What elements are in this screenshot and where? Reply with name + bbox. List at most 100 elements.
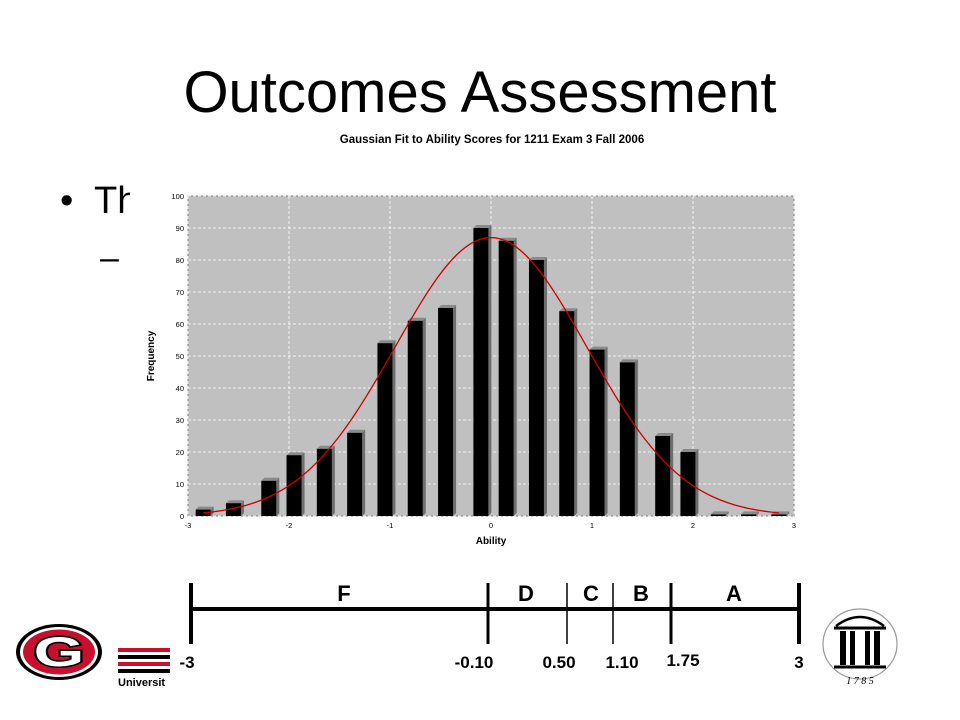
x-tick-label: -2 [286, 521, 293, 530]
bar-top [286, 452, 305, 456]
bar-side [695, 449, 699, 516]
bar-top [407, 317, 426, 321]
slide-title: Outcomes Assessment [183, 60, 777, 125]
grade-cutoff-label: 1.10 [605, 653, 638, 672]
university-g-logo: G [16, 624, 102, 680]
logo-letter: G [34, 628, 85, 676]
x-tick-label: 0 [489, 521, 493, 530]
bar [589, 349, 605, 516]
bar-side [543, 257, 547, 516]
bar [225, 503, 241, 516]
bar-top [680, 449, 699, 452]
bullet-dot: • [60, 180, 74, 222]
bar-side [786, 511, 790, 516]
bar-side [301, 452, 305, 516]
grade-cutoff-label: 1.75 [666, 651, 699, 670]
bar [286, 455, 302, 516]
x-tick-label: 3 [792, 521, 796, 530]
bar [528, 260, 544, 516]
x-tick-label: -1 [387, 521, 394, 530]
x-tick-labels: -3 -2 -1 0 1 2 3 [185, 521, 796, 530]
bar-side [725, 511, 729, 516]
bar [559, 311, 575, 516]
bar-top [710, 511, 729, 515]
bar [710, 514, 726, 516]
bar [347, 432, 363, 516]
bar-side [331, 445, 335, 516]
grade-cutoff-label: -3 [179, 653, 194, 672]
bar [316, 448, 332, 516]
y-tick-label: 10 [176, 480, 184, 489]
grade-cutoff-label: -0.10 [455, 653, 494, 672]
chart-title: Gaussian Fit to Ability Scores for 1211 … [340, 134, 644, 146]
x-tick-label: -3 [185, 521, 192, 530]
y-tick-label: 90 [176, 224, 184, 233]
chart-panel: Gaussian Fit to Ability Scores for 1211 … [130, 126, 820, 556]
y-tick-label: 30 [176, 416, 184, 425]
grade-letter-d: D [518, 581, 534, 606]
brand-stripes [118, 648, 170, 676]
y-tick-label: 60 [176, 320, 184, 329]
grade-letter-f: F [337, 581, 350, 606]
bar [771, 514, 787, 516]
bar [680, 452, 696, 516]
bar-top [655, 433, 674, 436]
bar-side [422, 317, 426, 516]
y-tick-label: 0 [180, 512, 184, 521]
y-axis-label: Frequency [146, 330, 157, 381]
grade-cutoff-label: 0.50 [542, 653, 575, 672]
x-tick-label: 1 [590, 521, 594, 530]
bar-top [261, 477, 280, 481]
bars-group [195, 225, 790, 517]
x-tick-label: 2 [691, 521, 695, 530]
bar-side [392, 340, 396, 516]
bar [473, 228, 489, 516]
bar [741, 514, 757, 516]
bar-side [276, 477, 280, 516]
y-tick-label: 20 [176, 448, 184, 457]
gaussian-fit-curve [203, 236, 779, 514]
bar-top [528, 257, 547, 260]
bar [438, 308, 454, 516]
bar-side [240, 500, 244, 516]
bar [407, 320, 423, 516]
y-tick-label: 70 [176, 288, 184, 297]
bar-top [473, 225, 492, 228]
bar-top [589, 346, 608, 350]
y-tick-label: 100 [171, 192, 184, 201]
bar [655, 436, 671, 516]
bar-side [362, 429, 366, 516]
bar-side [634, 359, 638, 516]
grade-cutoff-label: 3 [794, 653, 803, 672]
bar [377, 343, 393, 516]
bar-side [604, 346, 608, 516]
arch-logo: 1 7 8 5 [822, 608, 898, 687]
bar-top [741, 511, 760, 515]
bar-top [438, 305, 457, 308]
bar-top [619, 359, 638, 363]
y-tick-label: 40 [176, 384, 184, 393]
bullet-item: • Th [60, 178, 138, 224]
arch-year: 1 7 8 5 [846, 676, 874, 687]
bar-side [756, 511, 760, 516]
y-tick-label: 80 [176, 256, 184, 265]
grade-letter-c: C [583, 581, 599, 606]
bar-side [670, 433, 674, 516]
gaussian-chart: Gaussian Fit to Ability Scores for 1211 … [146, 134, 796, 547]
bar-side [488, 225, 492, 516]
x-axis-label: Ability [476, 536, 507, 547]
bar-top [377, 340, 396, 344]
bar-top [559, 308, 578, 312]
bar [261, 480, 277, 516]
y-tick-labels: 0 10 20 30 40 50 60 70 80 90 100 [171, 192, 184, 521]
bar-top [225, 500, 244, 504]
bar-top [195, 506, 214, 510]
bar [498, 240, 514, 517]
grade-letter-b: B [633, 581, 649, 606]
bar-side [513, 237, 517, 517]
bar-top [347, 429, 366, 433]
bar [619, 362, 635, 516]
grade-letter-a: A [726, 581, 742, 606]
bar-side [574, 308, 578, 516]
sub-bullet-item: – [100, 239, 119, 277]
